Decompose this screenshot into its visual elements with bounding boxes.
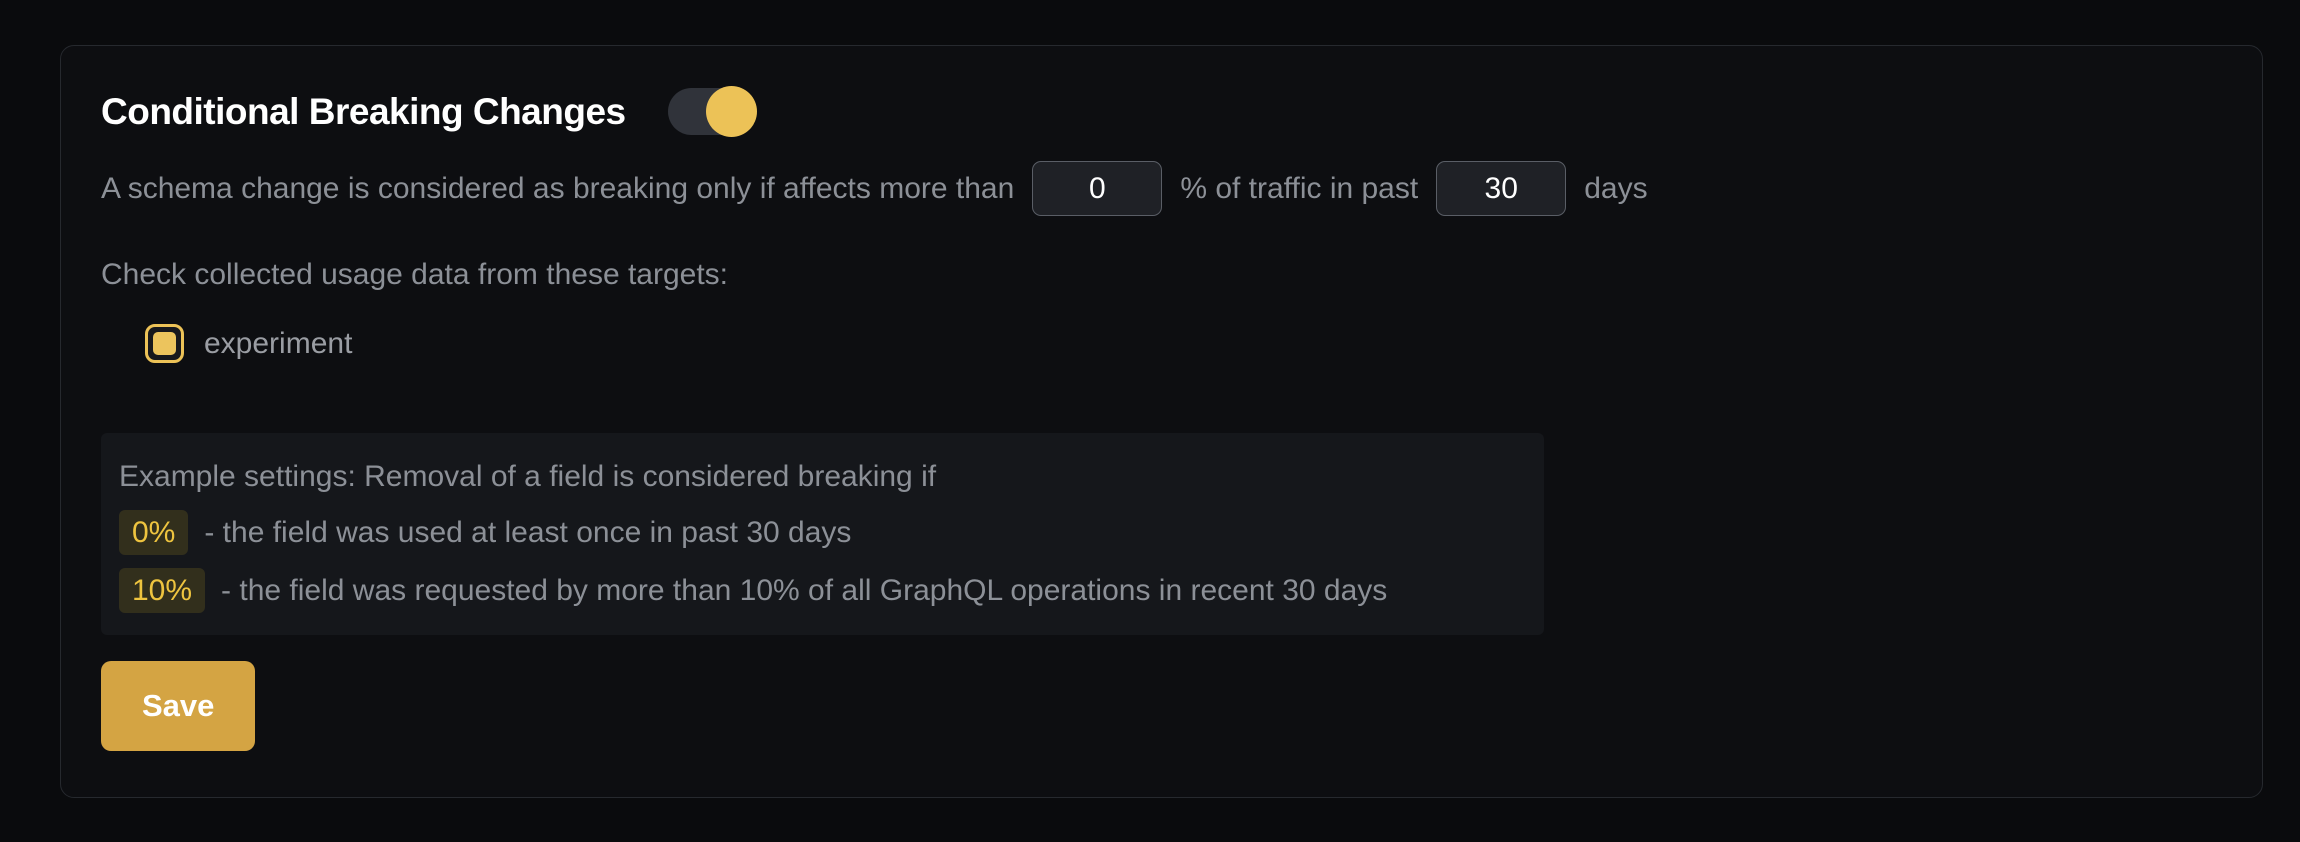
percentage-input[interactable] xyxy=(1032,161,1163,216)
threshold-text-before: A schema change is considered as breakin… xyxy=(101,171,1015,205)
card-header: Conditional Breaking Changes xyxy=(101,86,2222,137)
enabled-toggle[interactable] xyxy=(667,86,757,137)
example-rule-row: 10% - the field was requested by more th… xyxy=(119,568,1526,613)
example-intro-text: Example settings: Removal of a field is … xyxy=(119,460,937,493)
save-button[interactable]: Save xyxy=(101,661,256,751)
target-label: experiment xyxy=(204,326,353,360)
page-title: Conditional Breaking Changes xyxy=(101,90,626,132)
threshold-text-after: days xyxy=(1584,171,1648,205)
example-settings-box: Example settings: Removal of a field is … xyxy=(101,433,1544,635)
toggle-knob-icon xyxy=(705,86,757,137)
example-rule-text: - the field was requested by more than 1… xyxy=(221,573,1388,607)
example-rule-text: - the field was used at least once in pa… xyxy=(204,515,852,549)
percentage-badge: 10% xyxy=(119,568,206,613)
example-rule-row: 0% - the field was used at least once in… xyxy=(119,510,1526,555)
targets-section-label: Check collected usage data from these ta… xyxy=(101,258,729,291)
threshold-sentence: A schema change is considered as breakin… xyxy=(101,161,2222,216)
target-list-item: experiment xyxy=(145,324,2222,363)
conditional-breaking-changes-card: Conditional Breaking Changes A schema ch… xyxy=(60,45,2263,798)
percentage-badge: 0% xyxy=(119,510,189,555)
threshold-text-between: % of traffic in past xyxy=(1180,171,1419,205)
days-input[interactable] xyxy=(1436,161,1567,216)
checkbox-checked-icon xyxy=(153,332,176,355)
target-checkbox-experiment[interactable] xyxy=(145,324,184,363)
